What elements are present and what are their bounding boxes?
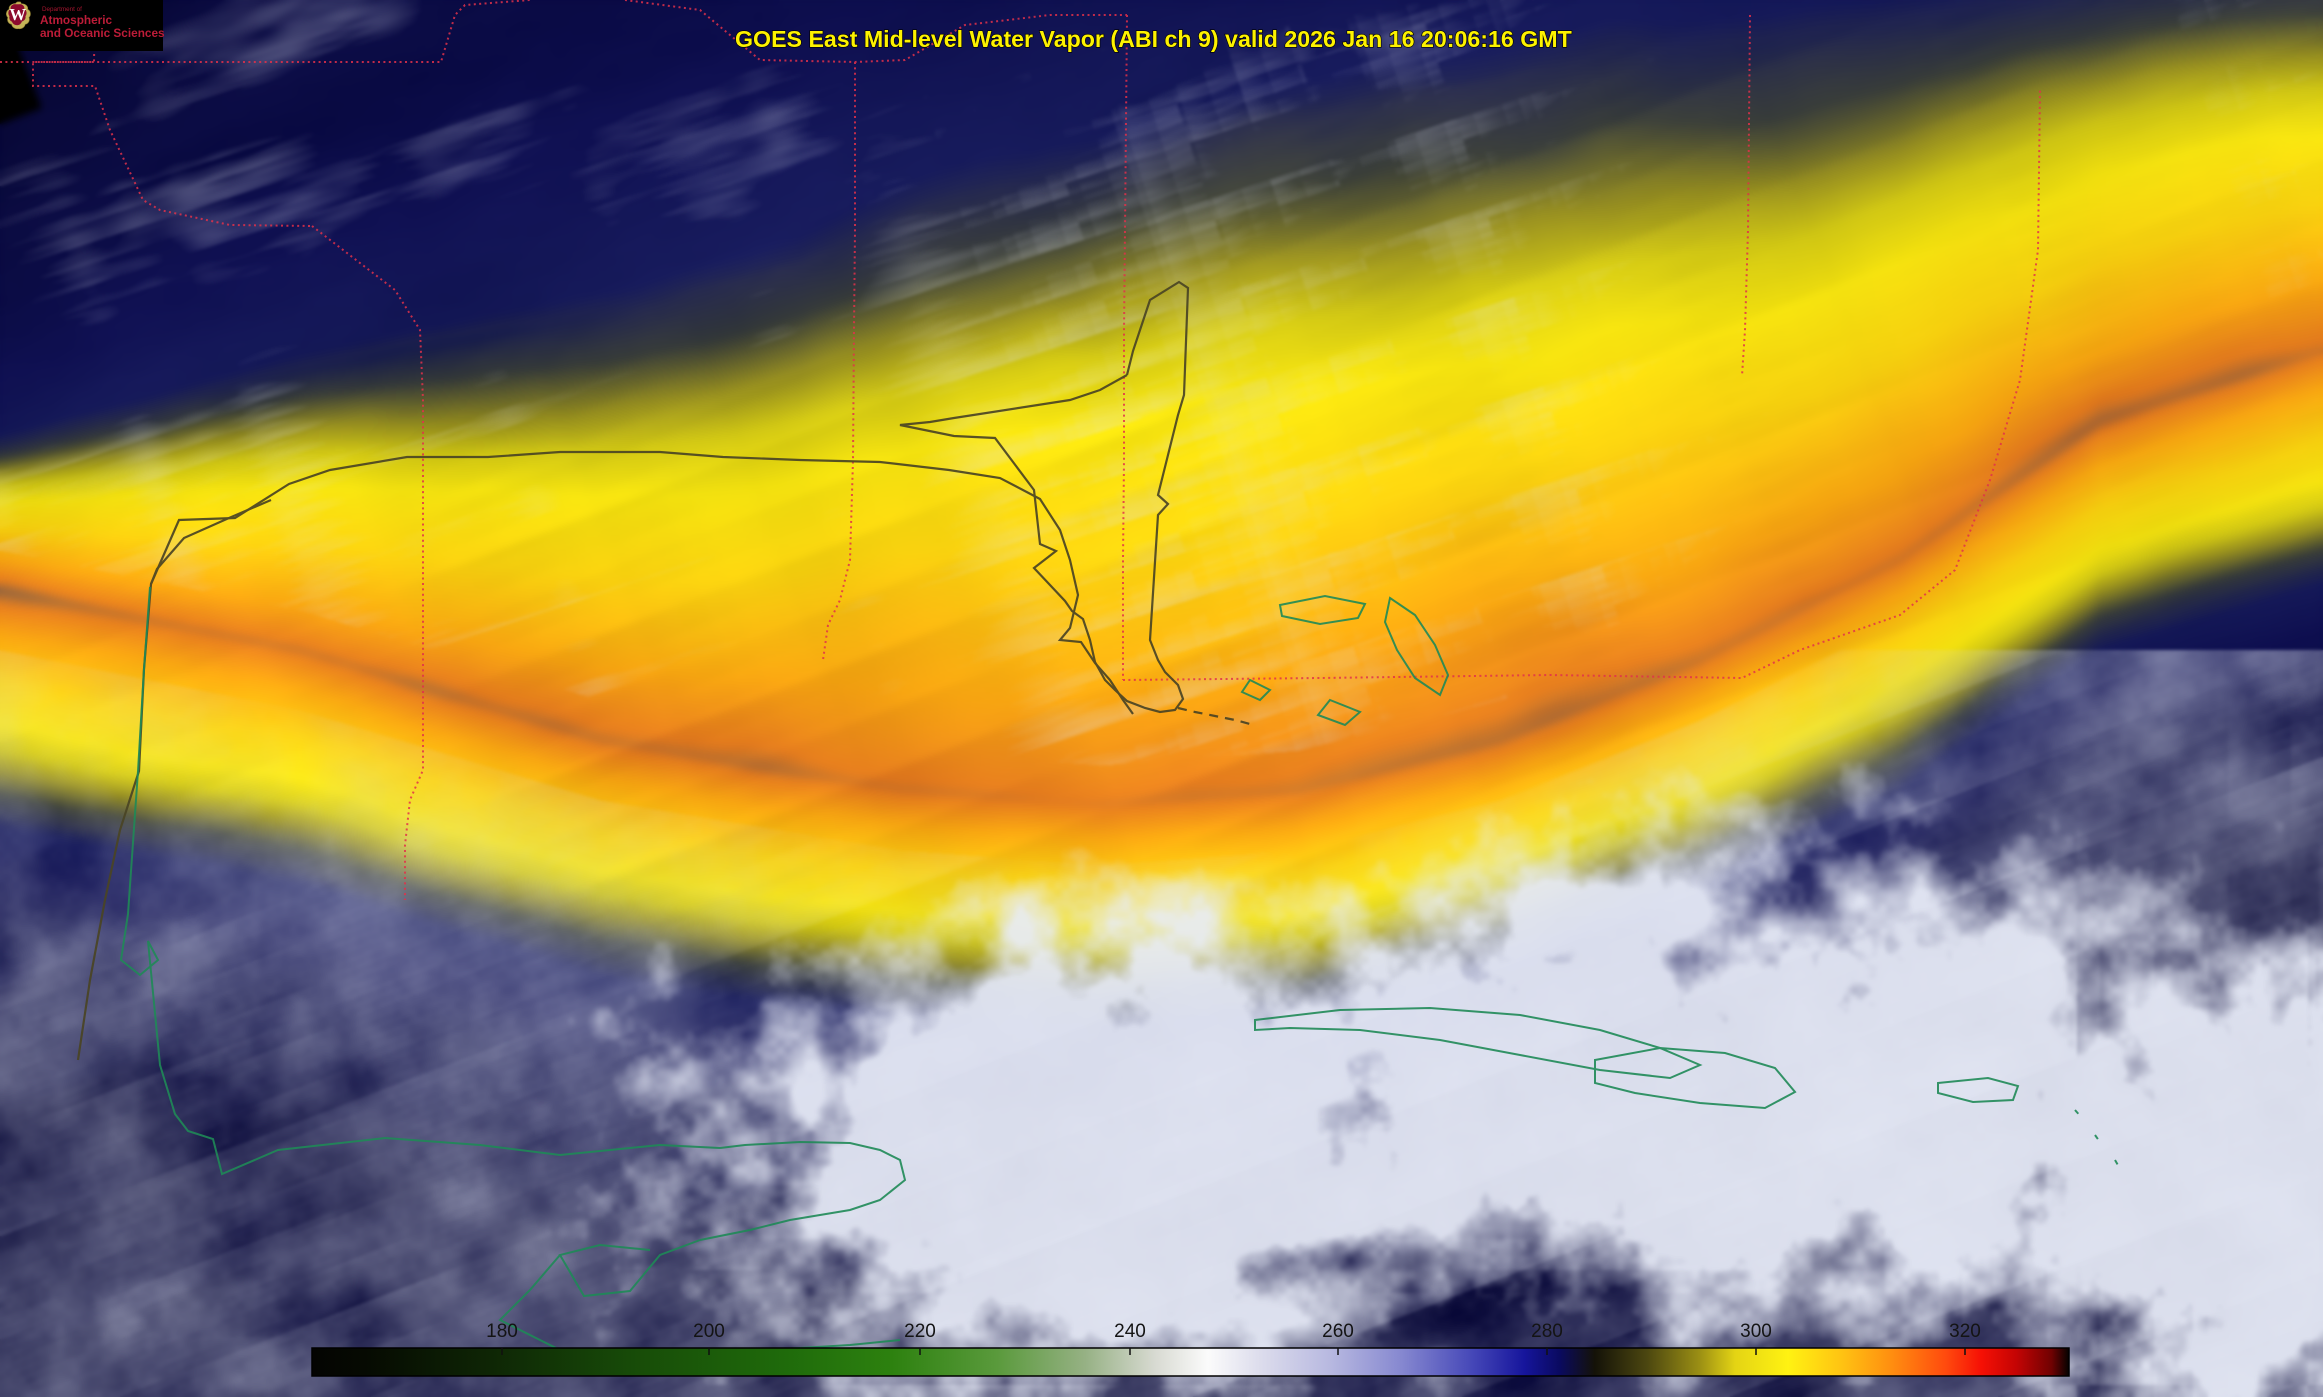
svg-text:280: 280 [1531, 1321, 1563, 1342]
svg-text:240: 240 [1114, 1321, 1146, 1342]
svg-text:260: 260 [1322, 1321, 1354, 1342]
svg-text:W: W [9, 5, 26, 24]
svg-text:320: 320 [1949, 1321, 1981, 1342]
svg-text:300: 300 [1740, 1321, 1772, 1342]
svg-text:200: 200 [693, 1321, 725, 1342]
svg-text:Atmospheric: Atmospheric [40, 13, 113, 27]
svg-text:180: 180 [486, 1321, 518, 1342]
svg-text:220: 220 [904, 1321, 936, 1342]
svg-text:GOES East Mid-level Water Vapo: GOES East Mid-level Water Vapor (ABI ch … [735, 26, 1572, 52]
svg-text:and Oceanic Sciences: and Oceanic Sciences [40, 26, 165, 40]
svg-text:Department of: Department of [42, 6, 82, 13]
